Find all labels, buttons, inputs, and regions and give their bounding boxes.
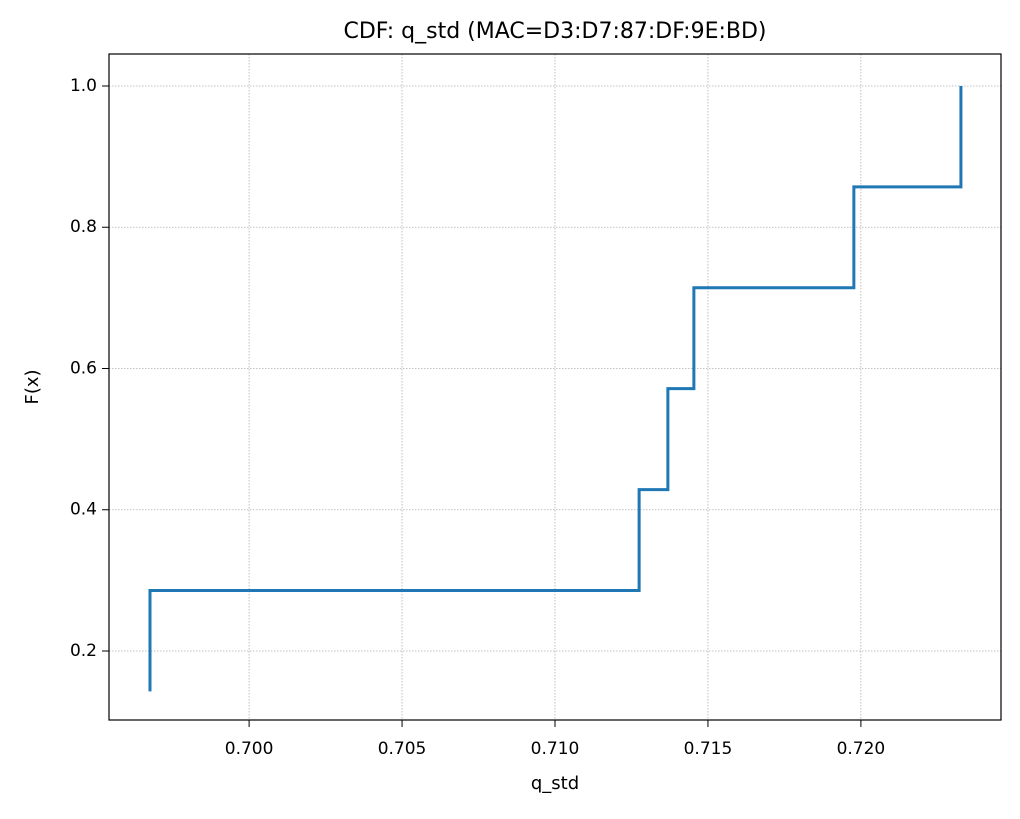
x-tick-label: 0.700 [225, 739, 274, 759]
y-tick-label: 0.6 [70, 358, 97, 378]
cdf-line [148, 85, 963, 692]
y-axis-label: F(x) [22, 369, 43, 404]
x-tick-label: 0.705 [378, 739, 427, 759]
y-tick-label: 1.0 [70, 76, 97, 96]
y-tick-label: 0.2 [70, 641, 97, 661]
plot-frame [108, 53, 1002, 721]
y-tick-label: 0.8 [70, 217, 97, 237]
x-tick-label: 0.715 [684, 739, 733, 759]
x-tick-label: 0.710 [531, 739, 580, 759]
chart-title: CDF: q_std (MAC=D3:D7:87:DF:9E:BD) [343, 19, 766, 44]
x-tick-label: 0.720 [837, 739, 886, 759]
y-tick-label: 0.4 [70, 500, 97, 520]
x-axis-label: q_std [531, 773, 579, 794]
